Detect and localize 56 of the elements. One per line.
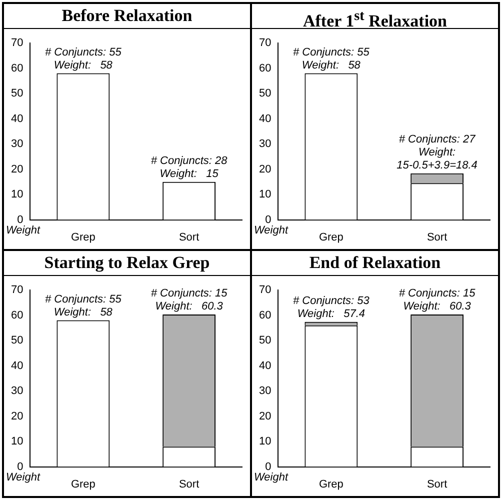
y-tick-label: 20 xyxy=(10,410,24,422)
annotation: # Conjuncts: 15 Weight: 60.3 xyxy=(398,288,476,312)
y-axis-title: Weight xyxy=(254,224,289,236)
y-tick-label: 60 xyxy=(258,62,272,74)
chart-title: Starting to Relax Grep xyxy=(4,251,250,276)
chart-title: End of Relaxation xyxy=(252,251,498,276)
x-tick-label: Grep xyxy=(70,478,96,490)
y-tick-label: 60 xyxy=(258,309,272,322)
y-tick-label: 30 xyxy=(258,138,272,150)
y-tick-label: 10 xyxy=(10,436,24,448)
y-tick-label: 70 xyxy=(10,284,24,296)
y-axis-title: Weight xyxy=(254,471,289,484)
y-tick-label: 70 xyxy=(258,37,272,50)
annotation: # Conjuncts: 55 Weight: 58 xyxy=(44,293,122,318)
y-tick-label: 50 xyxy=(10,334,24,347)
y-tick-label: 0 xyxy=(265,460,272,473)
x-tick-label: Sort xyxy=(178,231,200,244)
chart-title: After 1$^{st}$ Relaxation xyxy=(252,4,498,31)
y-tick-label: 70 xyxy=(258,284,272,296)
y-tick-label: 40 xyxy=(10,360,24,372)
x-tick-label: Sort xyxy=(178,478,200,490)
y-tick-label: 20 xyxy=(258,163,272,176)
y-axis-title: Weight xyxy=(6,471,41,484)
y-tick-label: 0 xyxy=(265,214,272,226)
y-tick-label: 40 xyxy=(258,360,272,372)
chart-title: Before Relaxation xyxy=(4,4,250,29)
x-tick-label: Grep xyxy=(318,478,344,490)
y-tick-label: 10 xyxy=(258,436,272,448)
y-tick-label: 10 xyxy=(258,188,272,201)
annotation: # Conjuncts: 55 Weight: 58 xyxy=(292,46,370,72)
annotation: # Conjuncts: 55 Weight: 58 xyxy=(44,46,122,72)
y-tick-label: 30 xyxy=(10,385,24,398)
y-tick-label: 30 xyxy=(10,138,24,150)
y-tick-label: 20 xyxy=(258,410,272,422)
y-tick-label: 0 xyxy=(17,460,24,473)
annotation: # Conjuncts: 53 Weight: 57.4 xyxy=(292,294,370,320)
y-tick-label: 70 xyxy=(10,37,24,50)
x-tick-label: Grep xyxy=(318,231,344,244)
y-tick-label: 50 xyxy=(10,88,24,100)
x-tick-label: Sort xyxy=(426,231,448,244)
y-tick-label: 30 xyxy=(258,385,272,398)
x-tick-label: Sort xyxy=(426,478,448,490)
annotation: # Conjuncts: 27 Weight: 15-0.5+3.9=18.4 xyxy=(396,133,478,172)
y-tick-label: 0 xyxy=(17,214,24,226)
y-tick-label: 50 xyxy=(258,88,272,100)
y-tick-label: 40 xyxy=(10,112,24,125)
annotation: # Conjuncts: 15 Weight: 60.3 xyxy=(150,288,228,312)
x-tick-label: Grep xyxy=(70,231,96,244)
y-axis-title: Weight xyxy=(6,224,41,236)
y-tick-label: 40 xyxy=(258,112,272,125)
y-tick-label: 10 xyxy=(10,188,24,201)
y-tick-label: 60 xyxy=(10,62,24,74)
y-tick-label: 50 xyxy=(258,334,272,347)
annotation: # Conjuncts: 28 Weight: 15 xyxy=(150,154,228,180)
y-tick-label: 60 xyxy=(10,309,24,322)
y-tick-label: 20 xyxy=(10,163,24,176)
